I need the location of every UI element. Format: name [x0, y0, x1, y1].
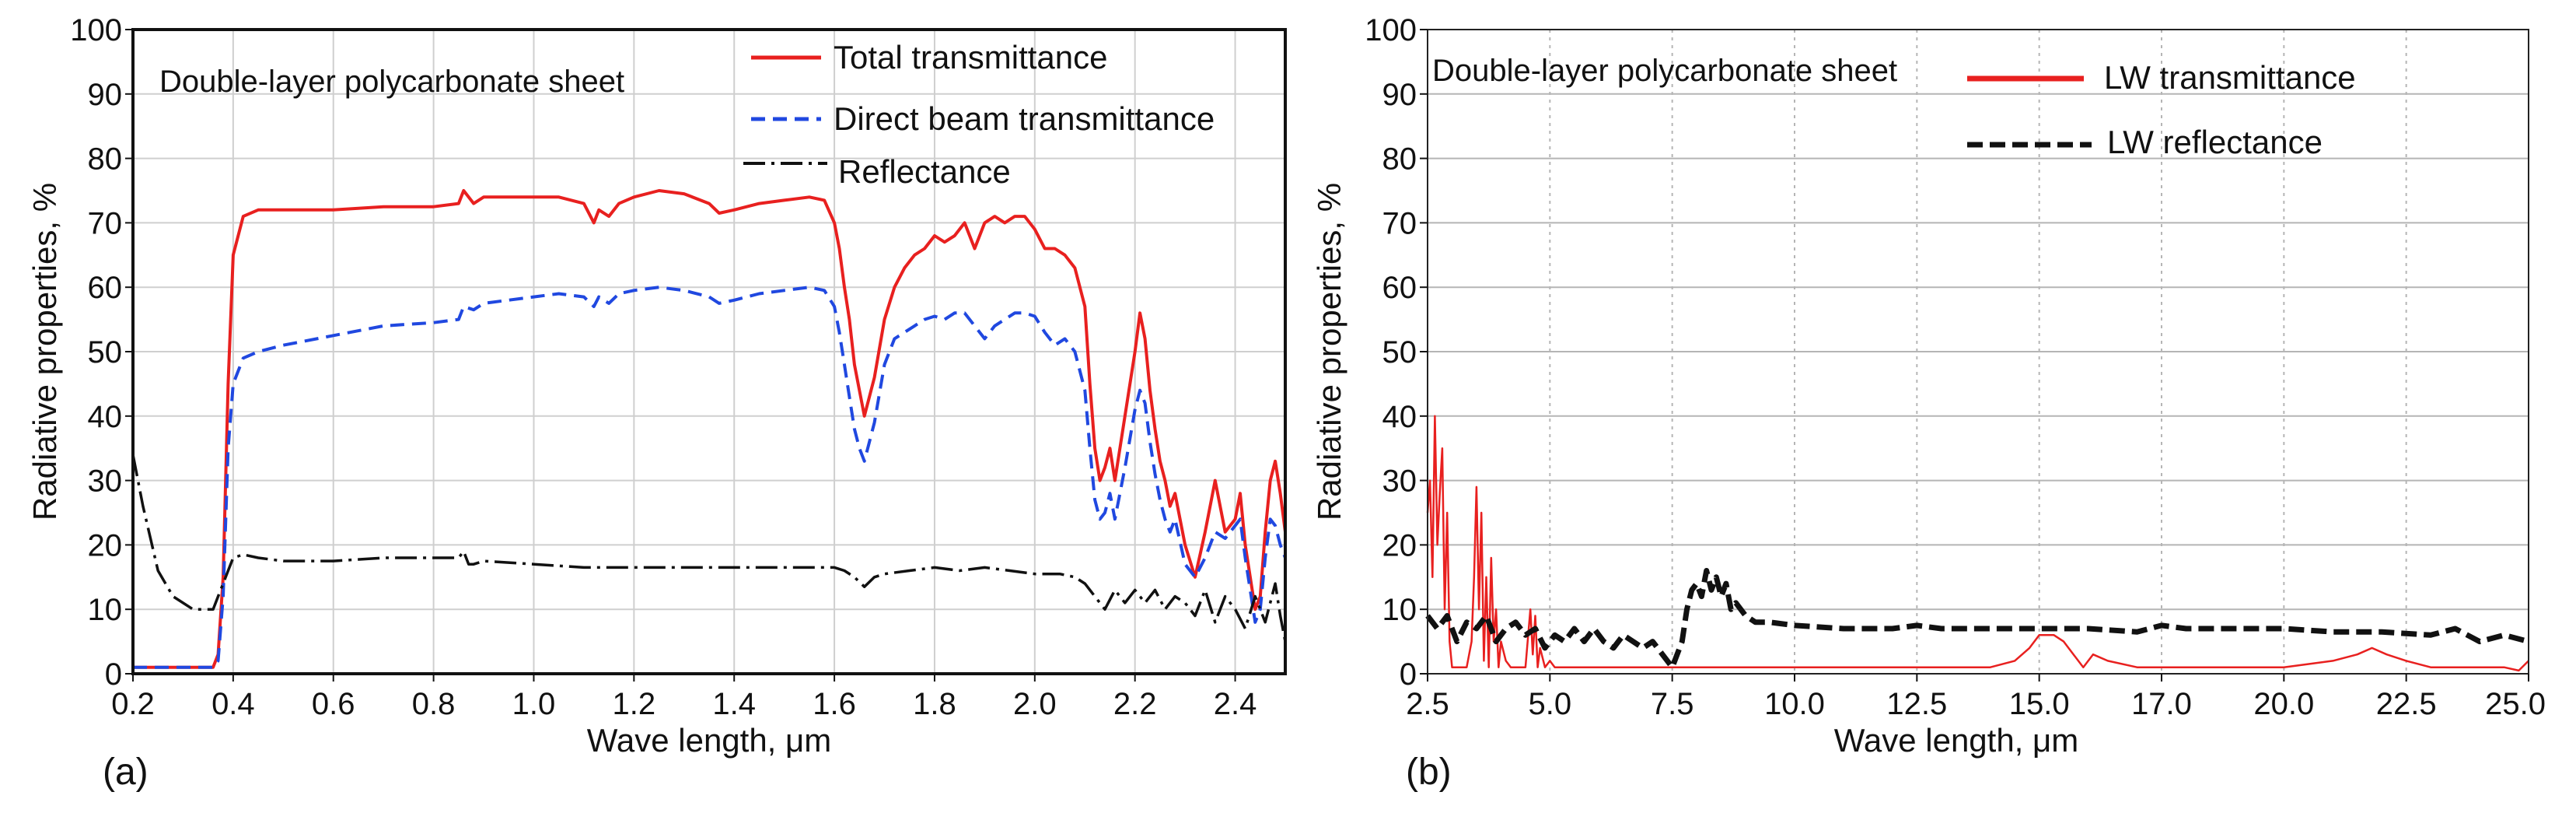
panel-b-label: (b) [1406, 752, 1452, 793]
series-line-total-transmittance [133, 189, 1287, 669]
y-tick-label: 100 [1365, 13, 1417, 47]
x-tick-label: 5.0 [1529, 687, 1572, 721]
x-tick-label: 1.2 [613, 687, 656, 721]
x-tick-label: 1.6 [813, 687, 856, 721]
x-tick-label: 15.0 [2009, 687, 2070, 721]
y-tick-label: 50 [1382, 335, 1417, 370]
y-tick-label: 10 [1382, 593, 1417, 627]
x-tick-label: 17.0 [2131, 687, 2192, 721]
x-tick-label: 12.5 [1886, 687, 1947, 721]
y-tick-label: 80 [88, 142, 123, 177]
panel-b-legend: LW transmittance LW reflectance [1967, 59, 2356, 160]
panel-a-y-axis-label: Radiative properties, % [26, 183, 63, 520]
x-tick-label: 10.0 [1764, 687, 1825, 721]
legend-label-direct-beam: Direct beam transmittance [834, 100, 1215, 137]
x-tick-label: 0.8 [412, 687, 456, 721]
panel-a-x-axis-label: Wave length, μm [587, 722, 831, 759]
panel-b-grid [1427, 29, 2529, 675]
y-tick-label: 60 [1382, 271, 1417, 305]
panel-b-series-layer [1425, 415, 2529, 672]
y-tick-label: 0 [1400, 657, 1417, 692]
x-tick-label: 20.0 [2253, 687, 2314, 721]
y-tick-label: 100 [70, 13, 122, 47]
y-tick-label: 10 [88, 593, 123, 627]
panel-b-annotation: Double-layer polycarbonate sheet [1432, 54, 1897, 88]
y-tick-label: 90 [88, 78, 123, 112]
series-line-lw-reflectance [1425, 568, 2529, 671]
panel-b-chart: 0 10 20 30 40 50 60 70 80 90 100 2.5 5.0 7.5 10.0 12.5… [1311, 13, 2546, 793]
y-tick-label: 40 [88, 400, 123, 434]
x-tick-label: 2.2 [1113, 687, 1157, 721]
y-tick-label: 80 [1382, 142, 1417, 177]
x-tick-label: 2.0 [1013, 687, 1057, 721]
x-tick-label: 1.4 [712, 687, 756, 721]
y-tick-label: 90 [1382, 78, 1417, 112]
x-tick-label: 1.0 [512, 687, 556, 721]
legend-label-total-transmittance: Total transmittance [834, 39, 1108, 75]
panel-b-x-axis-label: Wave length, μm [1834, 722, 2078, 759]
legend-label-reflectance: Reflectance [838, 153, 1011, 190]
x-tick-label: 0.6 [312, 687, 355, 721]
y-tick-label: 0 [105, 657, 122, 692]
series-line-reflectance [131, 454, 1287, 642]
x-tick-label: 22.5 [2376, 687, 2437, 721]
y-tick-label: 70 [1382, 206, 1417, 240]
panel-b-x-ticks: 2.5 5.0 7.5 10.0 12.5 15.0 17.0 20.0 22.5 25.0 [1406, 674, 2546, 721]
x-tick-label: 2.5 [1406, 687, 1449, 721]
legend-label-lw-reflectance: LW reflectance [2107, 124, 2323, 160]
panel-b-y-axis-label: Radiative properties, % [1311, 183, 1347, 520]
y-tick-label: 30 [88, 464, 123, 499]
y-tick-label: 20 [1382, 528, 1417, 562]
y-tick-label: 30 [1382, 464, 1417, 499]
panel-a-label: (a) [103, 752, 149, 793]
x-tick-label: 2.4 [1214, 687, 1257, 721]
x-tick-label: 25.0 [2485, 687, 2546, 721]
panel-a-legend: Total transmittance Direct beam transmit… [743, 39, 1215, 190]
series-line-direct-beam-transmittance [133, 286, 1287, 669]
x-tick-label: 7.5 [1651, 687, 1694, 721]
series-line-lw-transmittance [1426, 415, 2529, 672]
x-tick-label: 1.8 [913, 687, 956, 721]
panel-a-annotation: Double-layer polycarbonate sheet [159, 65, 624, 99]
panel-b-y-ticks: 0 10 20 30 40 50 60 70 80 90 100 [1365, 13, 1428, 692]
y-tick-label: 50 [88, 335, 123, 370]
y-tick-label: 20 [88, 528, 123, 562]
y-tick-label: 70 [88, 206, 123, 240]
panel-a-x-ticks: 0.2 0.4 0.6 0.8 1.0 1.2 1.4 1.6 1.8 2.0 2.2 2.4 [111, 674, 1257, 721]
panel-a-chart: 0 10 20 30 40 50 60 70 80 90 100 0.2 0.4 0.6 0.8 1.0 1.… [26, 13, 1287, 793]
x-tick-label: 0.4 [211, 687, 255, 721]
x-tick-label: 0.2 [111, 687, 155, 721]
y-tick-label: 60 [88, 271, 123, 305]
legend-label-lw-transmittance: LW transmittance [2104, 59, 2356, 96]
panel-a-y-ticks: 0 10 20 30 40 50 60 70 80 90 100 [70, 13, 133, 692]
panel-a-series-layer [131, 189, 1287, 669]
y-tick-label: 40 [1382, 400, 1417, 434]
